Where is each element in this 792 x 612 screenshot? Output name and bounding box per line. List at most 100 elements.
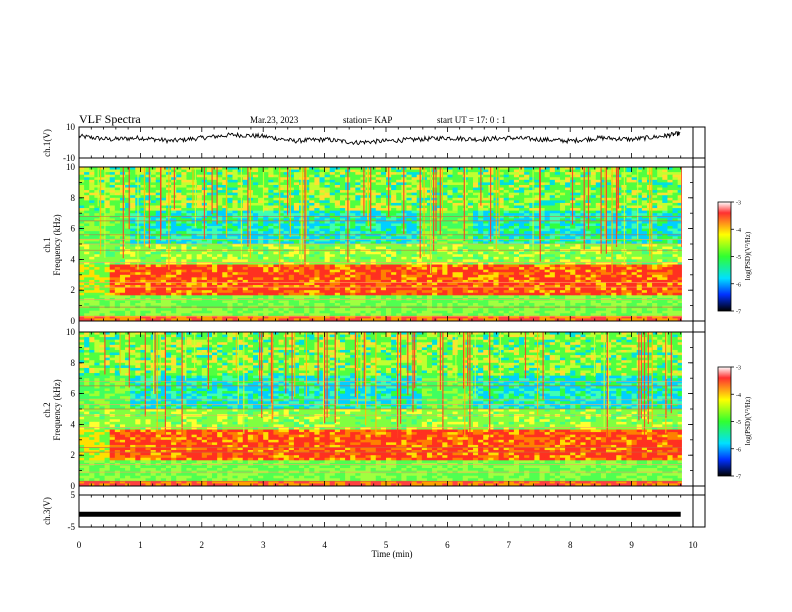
ch2-spectrogram-streak [666,332,668,380]
ch1-spectrogram-streak [363,167,365,217]
ch3-waveform-ylabel: ch.3(V) [42,497,52,525]
ch1-spectrogram-ytick-label: 8 [71,193,76,203]
ch2-spectrogram-streak [153,332,155,394]
ch2-spectrogram-channel-label: ch.2 [42,402,52,417]
ch2-spectrogram-streak [638,332,640,421]
ch2-spectrogram-streak [322,332,325,425]
ch2-spectrogram-streak [128,332,130,388]
ch2-spectrogram-streak [181,332,183,436]
ch1-spectrogram-streak [419,167,421,259]
ch1-spectrogram-streak [600,167,602,254]
ch1-spectrogram-channel-label: ch.1 [42,237,52,252]
ch3-waveform-ytick-label: 5 [71,490,76,500]
figure-title: VLF Spectra [79,112,141,126]
ch1-spectrogram-streak [203,167,205,240]
ch1-spectrogram-streak [435,167,437,231]
xtick-label: 1 [138,540,143,550]
ch2-spectrogram-streak [375,332,377,437]
ch2-spectrogram-streak [104,332,106,375]
ch2-spectrogram-streak [294,332,296,397]
ch2-spectrogram-streak [397,332,399,374]
ch1-spectrogram-streak [160,167,162,235]
ch1-waveform-ytick-label: -10 [63,153,75,163]
ch2-spectrogram-streak [469,332,471,437]
ch1-spectrogram-ytick-label: 2 [71,285,76,295]
xtick-label: 2 [200,540,205,550]
x-axis-label: Time (min) [372,549,413,559]
ch2-colorbar-tick: -4 [736,393,741,399]
ch1-waveform-line [78,131,681,146]
ch2-spectrogram-streak [464,332,466,439]
ch1-spectrogram-streak [122,167,124,259]
ch2-spectrogram-streak [185,332,187,381]
ch1-spectrogram-streak [192,167,194,209]
ch1-spectrogram-ytick-label: 10 [66,162,76,172]
ch1-spectrogram-ytick-label: 6 [71,224,76,234]
ch2-spectrogram-streak [317,332,319,384]
xtick-label: 3 [261,540,266,550]
ch1-waveform-ylabel: ch.1(V) [42,129,52,157]
ch1-spectrogram-streak [605,167,607,254]
ch1-spectrogram-streak [532,167,534,258]
ch2-spectrogram-ytick-label: 0 [71,481,76,491]
ch1-spectrogram-streak [681,167,683,248]
ch2-spectrogram-streak [305,332,307,397]
ch2-spectrogram-streak [670,332,672,414]
ch2-spectrogram-streak [442,332,444,433]
ch1-spectrogram-streak [305,167,307,238]
ch1-waveform-panel [78,131,681,146]
ch1-spectrogram-streak [370,167,372,232]
ch2-spectrogram-streak [524,332,527,379]
ch1-spectrogram-streak [651,167,653,260]
ch2-spectrogram-streak [285,332,287,394]
ch2-spectrogram-streak [467,332,469,386]
ch1-spectrogram-streak [615,167,618,247]
xtick-label: 10 [689,540,699,550]
ch1-colorbar: log(PSD)(V²/Hz) [717,201,752,312]
ch1-spectrogram-streak [617,167,619,209]
ch2-spectrogram-streak [356,332,359,407]
ch2-spectrogram-streak [291,332,293,401]
ch1-spectrogram-streak [137,167,139,270]
ch1-colorbar-tick: -3 [736,201,741,207]
ch1-spectrogram-streak [498,167,500,238]
ch1-spectrogram-streak [168,167,170,270]
ch1-spectrogram-streak [97,167,99,207]
ch2-spectrogram-streak [439,332,441,390]
xtick-label: 8 [568,540,573,550]
ch1-spectrogram-streak [464,167,466,210]
ch2-spectrogram-streak [647,332,649,424]
ch1-spectrogram-streak [604,167,606,238]
ch1-spectrogram-streak [262,167,265,213]
ch2-colorbar-label: log(PSD)(V²/Hz) [744,396,752,445]
date-label: Mar.23, 2023 [250,115,299,125]
ch1-spectrogram-ylabel: Frequency (kHz) [52,214,62,275]
ch2-spectrogram-streak [665,332,667,418]
xtick-label: 4 [322,540,327,550]
ch1-spectrogram-streak [439,167,441,235]
ch1-spectrogram-streak [173,167,175,210]
ch2-colorbar-tick: -7 [736,475,741,481]
ch1-spectrogram-streak [611,167,613,274]
ch2-spectrogram-streak [593,332,596,377]
ch1-spectrogram-streak [249,167,251,259]
ch2-spectrogram-streak [455,332,457,384]
ch2-spectrogram-streak [334,332,336,423]
ch1-spectrogram-streak [571,167,574,225]
ch2-spectrogram-ytick-label: 6 [71,389,76,399]
ch1-spectrogram-streak [490,167,492,242]
ch1-spectrogram-streak [143,167,145,249]
xtick-label: 5 [384,540,389,550]
ch1-spectrogram-streak [441,167,443,220]
ch2-spectrogram-streak [270,332,272,403]
xtick-label: 9 [629,540,634,550]
ch1-spectrogram-streak [216,167,218,225]
ch2-spectrogram-ytick-label: 4 [71,419,76,429]
ch2-spectrogram-streak [360,332,362,389]
ch2-spectrogram-streak [651,332,653,427]
ch1-spectrogram-streak [583,167,585,250]
ch1-spectrogram-panel [79,167,694,322]
ch1-spectrogram-streak [388,167,390,217]
ch1-spectrogram-streak [104,167,106,258]
